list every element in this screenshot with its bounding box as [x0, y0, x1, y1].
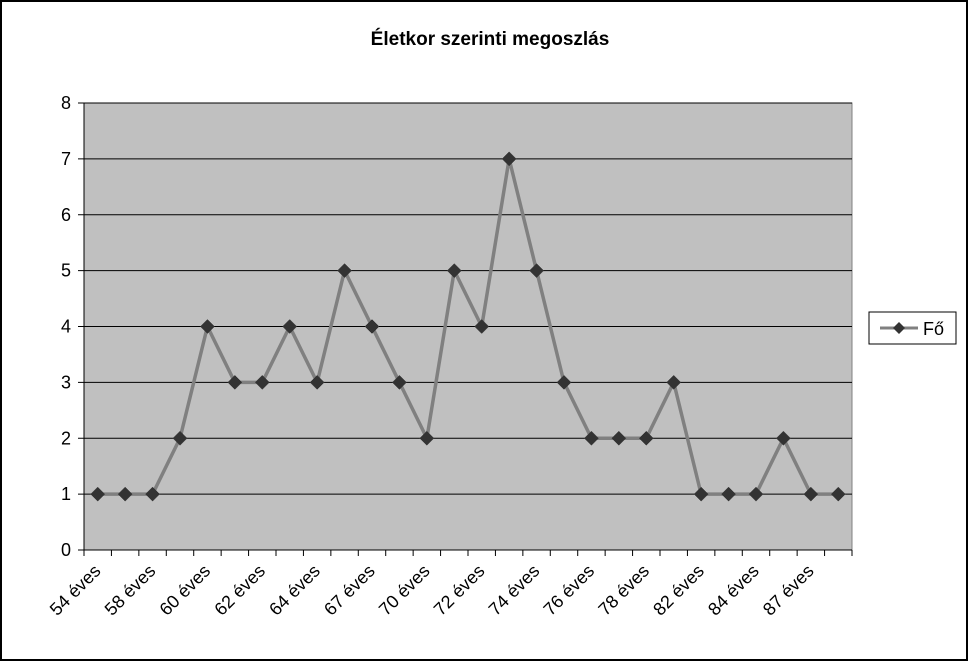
y-tick-label: 1: [61, 484, 71, 504]
x-tick-label: 64 éves: [265, 561, 324, 620]
x-tick-label: 62 éves: [210, 561, 269, 620]
axes: [78, 102, 853, 556]
data-point: [721, 486, 736, 502]
data-point: [254, 375, 270, 390]
data-point: [611, 430, 627, 446]
y-tick-label: 5: [61, 261, 71, 281]
x-tick-label: 84 éves: [704, 561, 763, 620]
x-tick-label: 82 éves: [649, 561, 708, 620]
data-point: [337, 263, 352, 278]
data-point: [776, 430, 791, 446]
data-point: [364, 319, 380, 334]
data-point: [584, 430, 599, 446]
legend-label-fo: Fő: [923, 319, 944, 339]
y-tick-label: 3: [61, 372, 71, 392]
x-tick-label: 58 éves: [101, 561, 160, 620]
legend-marker-swatch: [893, 322, 905, 334]
y-axis-tick-labels: 0 1 2 3 4 5 6 7 8: [61, 93, 71, 560]
x-tick-label: 78 éves: [594, 561, 653, 620]
data-point: [748, 486, 764, 502]
data-point: [446, 263, 462, 278]
data-point: [803, 486, 819, 502]
y-tick-label: 0: [61, 540, 71, 560]
x-tick-label: 76 éves: [540, 561, 599, 620]
y-tick-label: 7: [61, 149, 71, 169]
data-point: [392, 375, 407, 390]
data-point: [309, 375, 325, 390]
data-point: [830, 486, 846, 502]
series-fo: [90, 151, 846, 502]
y-tick-label: 8: [61, 93, 71, 113]
y-tick-label: 6: [61, 205, 71, 225]
x-tick-label: 87 éves: [759, 561, 818, 620]
data-point: [638, 430, 654, 446]
chart-title: Életkor szerinti megoszlás: [371, 28, 610, 50]
data-point: [282, 319, 298, 334]
x-tick-label: 74 éves: [485, 561, 544, 620]
series-line: [97, 157, 839, 496]
legend: Fő: [868, 311, 957, 345]
y-tick-label: 4: [61, 317, 71, 337]
x-tick-label: 60 éves: [156, 561, 215, 620]
y-tick-label: 2: [61, 428, 71, 448]
data-point: [501, 151, 517, 167]
data-point: [419, 430, 435, 446]
data-point: [666, 375, 682, 390]
x-tick-label: 54 éves: [46, 561, 105, 620]
data-point: [200, 319, 215, 334]
data-point: [474, 319, 490, 334]
data-point: [529, 263, 544, 278]
data-point: [556, 375, 572, 390]
data-point: [117, 486, 133, 502]
x-tick-label: 72 éves: [430, 561, 489, 620]
data-point: [145, 486, 160, 502]
data-point: [90, 486, 106, 502]
data-point: [227, 375, 243, 390]
data-point: [172, 430, 188, 446]
data-point: [693, 486, 709, 502]
x-tick-label: 70 éves: [375, 561, 434, 620]
x-tick-label: 67 éves: [320, 561, 379, 620]
